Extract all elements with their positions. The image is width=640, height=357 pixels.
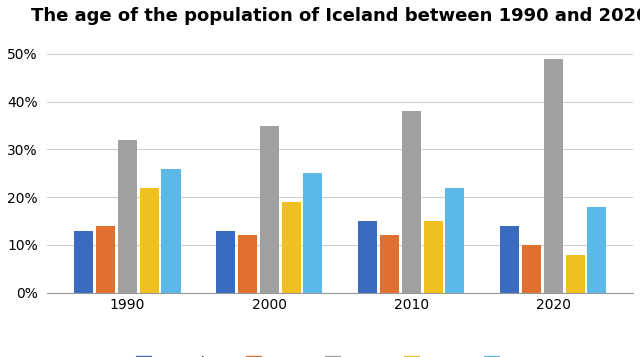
Bar <box>238 235 257 293</box>
Bar <box>118 140 137 293</box>
Bar <box>588 207 607 293</box>
Bar <box>282 202 301 293</box>
Title: The age of the population of Iceland between 1990 and 2020: The age of the population of Iceland bet… <box>31 7 640 25</box>
Bar <box>380 235 399 293</box>
Bar <box>161 169 180 293</box>
Bar <box>424 221 443 293</box>
Bar <box>74 231 93 293</box>
Bar <box>402 111 420 293</box>
Bar <box>358 221 377 293</box>
Bar <box>445 188 465 293</box>
Bar <box>566 255 584 293</box>
Bar <box>544 59 563 293</box>
Bar <box>260 126 279 293</box>
Bar <box>500 226 519 293</box>
Bar <box>303 174 323 293</box>
Bar <box>522 245 541 293</box>
Bar <box>216 231 235 293</box>
Bar <box>96 226 115 293</box>
Bar <box>140 188 159 293</box>
Legend: 65 and over, 55 - 64, 25 - 54, 15 - 24, 0 - 14: 65 and over, 55 - 64, 25 - 54, 15 - 24, … <box>131 351 550 357</box>
